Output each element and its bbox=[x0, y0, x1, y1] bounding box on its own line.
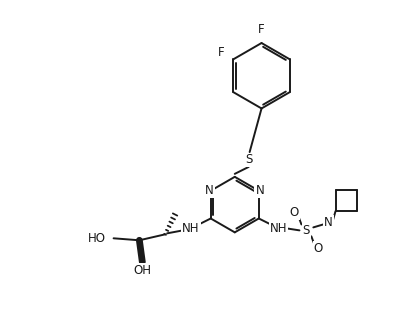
Text: HO: HO bbox=[88, 232, 106, 245]
Text: OH: OH bbox=[133, 264, 151, 277]
Text: S: S bbox=[303, 224, 310, 237]
Text: F: F bbox=[258, 23, 265, 36]
Text: N: N bbox=[255, 184, 264, 197]
Text: N: N bbox=[205, 184, 214, 197]
Text: F: F bbox=[218, 46, 224, 59]
Text: NH: NH bbox=[182, 222, 200, 235]
Text: NH: NH bbox=[270, 222, 288, 235]
Text: O: O bbox=[314, 242, 323, 255]
Text: O: O bbox=[290, 206, 299, 219]
Text: N: N bbox=[324, 216, 333, 229]
Text: S: S bbox=[245, 154, 252, 167]
